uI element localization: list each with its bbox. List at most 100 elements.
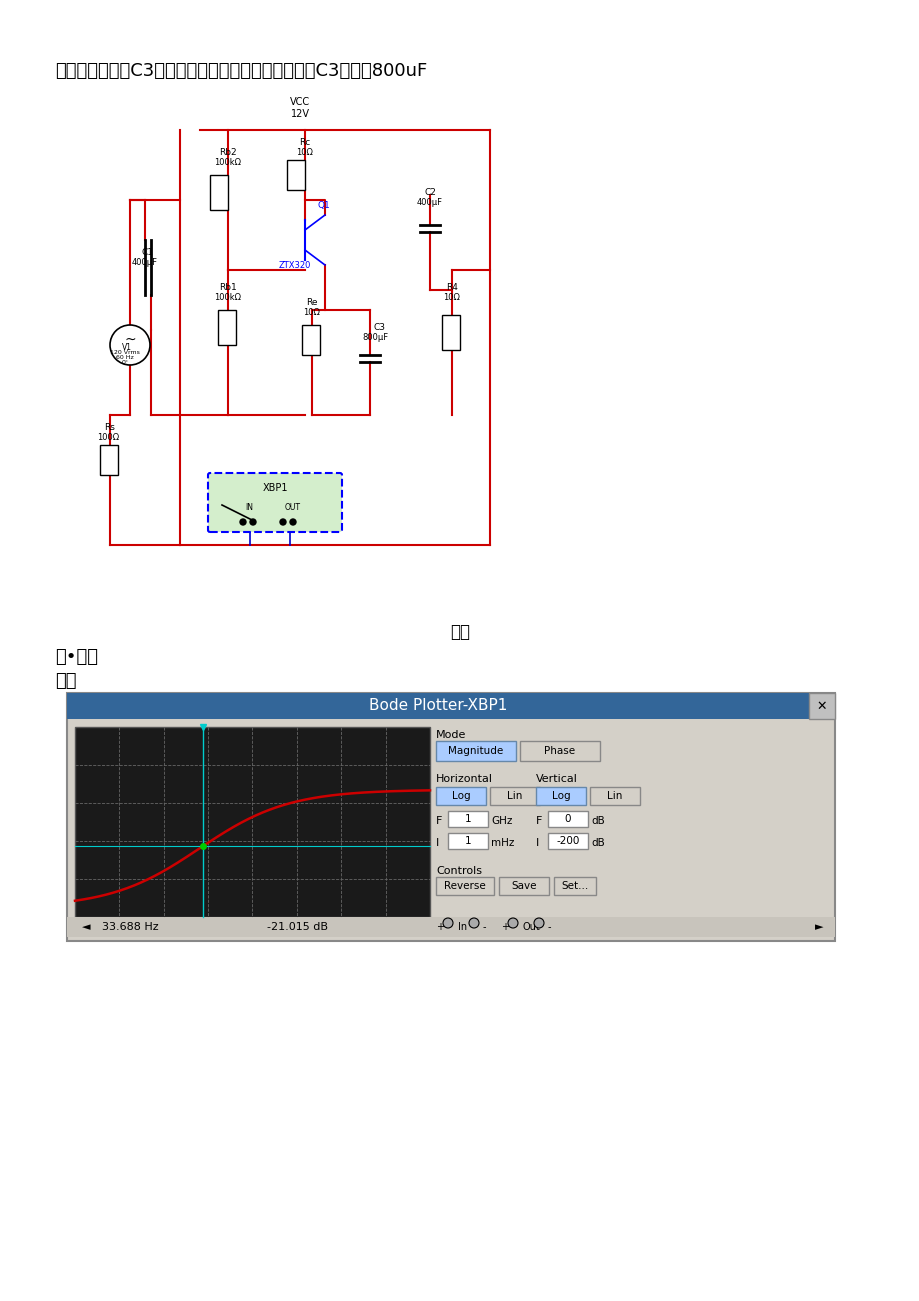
Text: Log: Log [451, 791, 470, 801]
Text: XBP1: XBP1 [262, 483, 288, 493]
Bar [536, 787, 585, 805]
Text: +: + [436, 922, 444, 932]
Bar [553, 877, 596, 895]
Text: Save: Save [511, 881, 536, 891]
Text: Phase: Phase [544, 745, 575, 756]
Bar [218, 310, 236, 345]
Circle shape [110, 325, 150, 366]
Text: I: I [536, 838, 539, 848]
Text: Rc: Rc [299, 138, 311, 147]
Text: Log: Log [551, 791, 570, 801]
Circle shape [240, 519, 245, 526]
Bar [67, 693, 834, 941]
Text: -: - [482, 922, 486, 932]
Text: 10Ω: 10Ω [296, 148, 313, 157]
Text: Horizontal: Horizontal [436, 774, 493, 785]
Text: dB: dB [590, 816, 604, 826]
Circle shape [279, 519, 286, 526]
Text: Controls: Controls [436, 866, 482, 876]
Text: 12V: 12V [290, 109, 309, 118]
Text: ◄: ◄ [82, 922, 90, 932]
Bar [808, 693, 834, 719]
Bar [90, 90, 529, 570]
Bar [490, 787, 539, 805]
Text: mHz: mHz [491, 838, 514, 848]
Bar [436, 742, 516, 761]
Text: 0: 0 [564, 814, 571, 824]
Text: In: In [458, 922, 467, 932]
Text: F: F [536, 816, 542, 826]
Text: +: + [501, 922, 508, 932]
Text: Lin: Lin [506, 791, 522, 801]
Text: Reverse: Reverse [444, 881, 485, 891]
Bar [436, 877, 494, 895]
Text: ✕: ✕ [816, 700, 826, 713]
Bar [210, 176, 228, 209]
Bar [100, 445, 118, 475]
Text: 400μF: 400μF [416, 198, 443, 207]
Text: R4: R4 [446, 284, 458, 291]
Text: I: I [436, 838, 438, 848]
Bar [441, 315, 460, 350]
Text: ►: ► [814, 922, 823, 932]
Text: 率：: 率： [55, 673, 76, 690]
Text: 图五: 图五 [449, 623, 470, 641]
Text: 为研究旁路电容C3对低频特性的影响，改变耦合电容C3的值为800uF: 为研究旁路电容C3对低频特性的影响，改变耦合电容C3的值为800uF [55, 62, 426, 79]
Bar [436, 787, 485, 805]
Text: C3: C3 [374, 323, 386, 332]
Bar [75, 727, 429, 917]
Text: dB: dB [590, 838, 604, 848]
Bar [67, 693, 808, 719]
Text: Rs: Rs [105, 423, 115, 432]
Circle shape [443, 919, 452, 928]
Text: 33.688 Hz: 33.688 Hz [102, 922, 158, 932]
Text: Rb1: Rb1 [219, 284, 236, 291]
Text: -200: -200 [556, 837, 579, 846]
Text: 10Ω: 10Ω [443, 293, 460, 302]
Bar [548, 833, 587, 850]
Text: IN: IN [244, 503, 253, 513]
Bar [519, 742, 599, 761]
Circle shape [533, 919, 543, 928]
Bar [589, 787, 640, 805]
Text: 100kΩ: 100kΩ [214, 157, 241, 167]
Text: 100Ω: 100Ω [96, 433, 119, 442]
Text: Lin: Lin [607, 791, 622, 801]
Text: -: - [548, 922, 550, 932]
Bar [287, 160, 305, 190]
Text: 0°: 0° [121, 360, 129, 366]
Text: Bode Plotter-XBP1: Bode Plotter-XBP1 [369, 699, 506, 713]
Text: 10Ω: 10Ω [303, 308, 320, 317]
Text: Out: Out [522, 922, 540, 932]
Circle shape [289, 519, 296, 526]
Text: 1: 1 [464, 837, 471, 846]
Text: Rb2: Rb2 [219, 148, 236, 157]
Text: -21.015 dB: -21.015 dB [267, 922, 328, 932]
Text: 100kΩ: 100kΩ [214, 293, 241, 302]
Text: ZTX320: ZTX320 [278, 262, 311, 271]
Text: VCC: VCC [289, 98, 310, 107]
Text: Mode: Mode [436, 730, 466, 740]
Bar [498, 877, 549, 895]
Bar [448, 811, 487, 827]
Circle shape [469, 919, 479, 928]
Text: 卜•限频: 卜•限频 [55, 648, 98, 666]
Bar [548, 811, 587, 827]
Text: V1: V1 [122, 343, 131, 353]
Text: OUT: OUT [285, 503, 301, 513]
Text: Vertical: Vertical [536, 774, 577, 785]
Text: 400μF: 400μF [131, 258, 158, 267]
Bar [301, 325, 320, 355]
Text: Magnitude: Magnitude [448, 745, 503, 756]
Text: Re: Re [306, 298, 317, 307]
Bar [448, 833, 487, 850]
Text: F: F [436, 816, 442, 826]
Text: GHz: GHz [491, 816, 512, 826]
Text: C1: C1 [142, 248, 153, 258]
Text: Set...: Set... [561, 881, 588, 891]
Circle shape [507, 919, 517, 928]
Text: 1: 1 [464, 814, 471, 824]
Text: 120 Vrms: 120 Vrms [110, 350, 140, 355]
Text: ~: ~ [124, 333, 136, 347]
Text: 60 Hz: 60 Hz [116, 355, 134, 360]
